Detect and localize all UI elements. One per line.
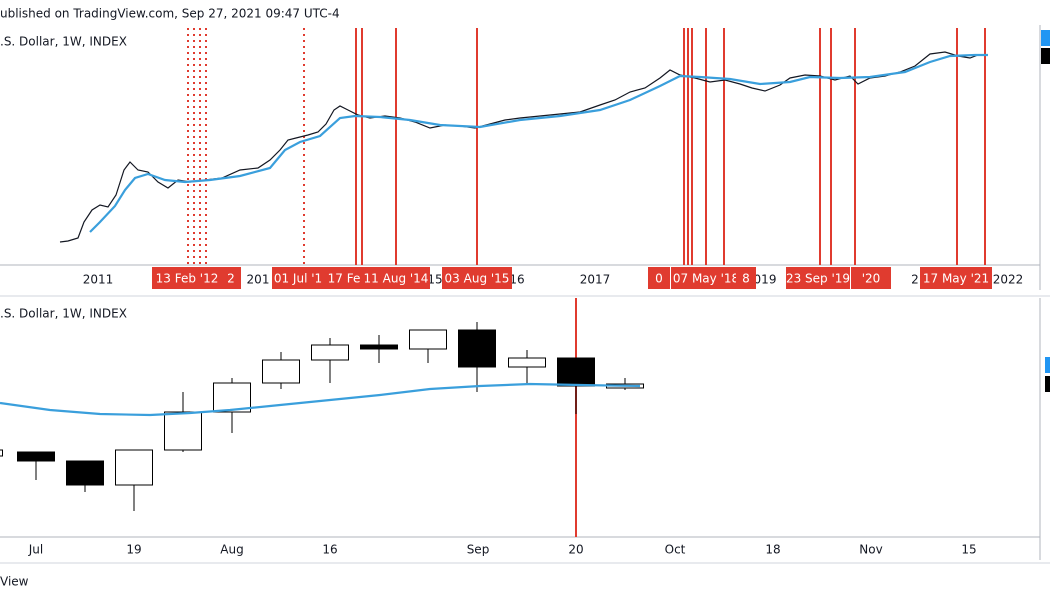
candle-body [164, 411, 202, 451]
candle-body [213, 382, 251, 413]
x-axis-label: 2011 [83, 273, 114, 287]
x-axis-label: Jul [28, 543, 43, 557]
candle-body [508, 357, 546, 368]
candle-body [115, 449, 153, 486]
x-axis-label: 18 [765, 543, 780, 557]
x-axis-label: 20 [568, 543, 583, 557]
date-flag [272, 267, 324, 289]
price-marker [1045, 357, 1050, 373]
candle-body [557, 357, 595, 387]
candle-body [17, 451, 55, 462]
x-axis-label: 15 [961, 543, 976, 557]
date-flag-label: 13 Feb '12 [156, 272, 219, 286]
x-axis-label: Sep [467, 543, 490, 557]
x-axis-label: 15 [427, 273, 442, 287]
x-axis-label: Oct [665, 543, 686, 557]
x-axis-label: 201 [247, 273, 270, 287]
x-axis-label: 2 [911, 273, 919, 287]
date-flag [648, 267, 670, 289]
moving-average [0, 382, 641, 417]
candle-body [458, 329, 496, 368]
date-flag-label: 07 May '18 [673, 272, 739, 286]
candle-body [66, 460, 104, 486]
date-flag [324, 267, 364, 289]
date-flag-label: '20 [862, 272, 881, 286]
x-axis-label: 2017 [580, 273, 611, 287]
date-flag [442, 267, 512, 289]
moving-average [89, 53, 988, 233]
date-flag [920, 267, 992, 289]
footer-text: View [0, 575, 29, 589]
candle-body [360, 344, 398, 350]
date-flag [362, 267, 430, 289]
date-flag-label: 23 Sep '19 [786, 272, 850, 286]
candle-body [262, 359, 300, 384]
date-flag-label: 03 Aug '15 [445, 272, 510, 286]
date-flag-label: 01 Jul '1 [274, 272, 322, 286]
date-flag-label: 2 [227, 272, 235, 286]
x-axis-label: 2022 [993, 273, 1024, 287]
price-marker [1041, 48, 1050, 64]
x-axis-label: 16 [509, 273, 524, 287]
published-note: ublished on TradingView.com, Sep 27, 202… [0, 7, 340, 21]
date-flag [851, 267, 891, 289]
date-flag [671, 267, 741, 289]
price-marker [1041, 30, 1050, 46]
date-flag [152, 267, 222, 289]
date-flag [736, 267, 756, 289]
price-marker [1045, 376, 1050, 392]
date-flag-label: 17 Fe [328, 272, 361, 286]
date-flag [786, 267, 850, 289]
date-flag-label: 8 [742, 272, 750, 286]
date-flag [221, 267, 241, 289]
candle-body [0, 449, 3, 457]
x-axis-label: Nov [859, 543, 882, 557]
candle-body [409, 329, 447, 350]
x-axis-label: Aug [220, 543, 243, 557]
symbol-label: .S. Dollar, 1W, INDEX [0, 35, 127, 49]
symbol-label: .S. Dollar, 1W, INDEX [0, 307, 127, 321]
date-flag-label: 11 Aug '14 [364, 272, 429, 286]
x-axis-label: 019 [754, 273, 777, 287]
date-flag-label: 17 May '21 [923, 272, 989, 286]
candle-body [311, 344, 349, 361]
date-flag-label: 0 [655, 272, 663, 286]
x-axis-label: 16 [322, 543, 337, 557]
x-axis-label: 19 [126, 543, 141, 557]
